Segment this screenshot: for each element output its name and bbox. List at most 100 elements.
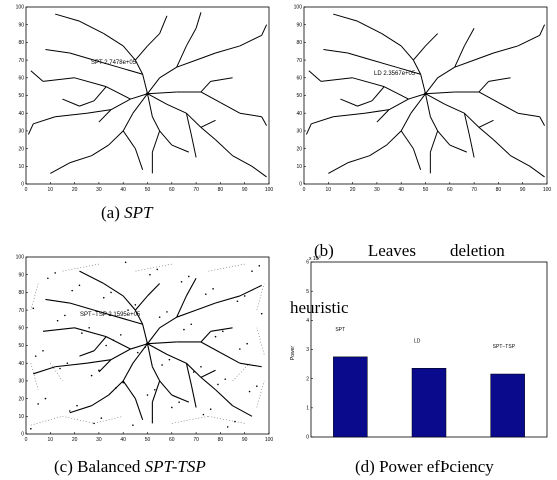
tree-edge <box>454 45 465 68</box>
tree-edge <box>33 116 56 125</box>
tree-edge <box>510 155 531 167</box>
tree-edge <box>45 298 70 304</box>
tree-edge <box>142 324 149 344</box>
tree-edge <box>142 74 148 94</box>
y-tick-label: 30 <box>296 129 302 135</box>
tree-edge <box>369 144 387 157</box>
tree-edge <box>190 384 197 408</box>
tree-edge <box>529 165 545 178</box>
node-dot <box>93 422 95 425</box>
tree-edge <box>376 109 390 123</box>
tree-edge <box>134 45 148 61</box>
tree-edge <box>69 155 92 164</box>
tree-edge <box>86 109 112 114</box>
tree-edge <box>251 165 267 178</box>
tree-edge <box>176 295 187 318</box>
tree-edge <box>388 98 409 111</box>
y-tick-label: 4 <box>306 318 309 324</box>
tsp-edge <box>30 416 63 426</box>
tree-edge <box>464 112 480 128</box>
x-tick-label: 90 <box>520 187 526 193</box>
tree-edge <box>69 52 95 61</box>
node-dot <box>200 365 202 368</box>
tree-edge <box>239 34 262 47</box>
node-dot <box>88 327 90 329</box>
tree-edge <box>134 295 148 311</box>
tree-edge <box>118 66 143 75</box>
tree-edge <box>323 48 348 54</box>
node-dot <box>146 394 149 396</box>
x-tick-label: 60 <box>169 187 175 193</box>
tree-edge <box>98 359 112 373</box>
node-dot <box>153 388 156 391</box>
y-tick-label: 3 <box>306 347 309 353</box>
tree-edge <box>412 59 422 75</box>
caption-b-line1: (b) Leaves deletion <box>314 241 505 260</box>
tree-edge <box>412 45 426 61</box>
tree-edge <box>171 394 190 403</box>
node-dot <box>161 364 163 366</box>
tree-edge <box>371 59 397 68</box>
node-dot <box>112 339 115 341</box>
tree-edge <box>74 327 107 338</box>
tree-edge <box>147 343 168 355</box>
x-tick-label: 30 <box>374 187 380 193</box>
tsp-edge <box>30 363 39 390</box>
x-tick-label: 100 <box>543 187 552 193</box>
tree-edge <box>79 270 105 285</box>
node-dot <box>34 355 37 357</box>
y-tick-label: 60 <box>18 326 24 332</box>
tree-edge <box>408 93 426 100</box>
chart-a-edges <box>27 12 268 178</box>
node-dot <box>127 309 129 311</box>
node-dot <box>64 314 66 317</box>
chart-b-yticks: 0 10 20 30 40 50 60 70 80 90 100 <box>294 5 306 188</box>
tree-edge <box>30 70 44 82</box>
tree-edge <box>42 327 75 332</box>
tree-edge <box>134 398 144 421</box>
tree-edge <box>118 316 143 325</box>
tree-edge <box>333 112 365 118</box>
tree-edge <box>200 330 212 343</box>
tree-edge <box>200 119 216 128</box>
tree-edge <box>166 353 187 364</box>
tree-edge <box>498 102 519 114</box>
tree-edge <box>166 103 187 114</box>
node-dot <box>76 404 78 407</box>
x-tick-label: 40 <box>120 437 126 443</box>
node-dot <box>71 289 73 292</box>
tree-edge <box>159 316 177 329</box>
chart-a-dots <box>146 92 149 96</box>
y-tick-label: 20 <box>296 146 302 152</box>
y-tick-label: 60 <box>296 76 302 82</box>
x-tick-label: 80 <box>496 187 502 193</box>
tree-edge <box>151 130 161 153</box>
node-dot <box>239 348 241 350</box>
tree-edge <box>79 20 104 34</box>
node-dot <box>56 319 59 322</box>
tree-edge <box>134 59 144 75</box>
tree-edge <box>132 93 148 114</box>
chart-c-xticks: 0 10 20 30 40 50 60 70 80 90 100 <box>25 432 273 443</box>
tree-edge <box>357 20 382 34</box>
chart-b-xticks: 0 10 20 30 40 50 60 70 80 90 100 <box>303 182 552 193</box>
node-dot <box>226 426 229 428</box>
bar-label: SPT <box>335 327 345 333</box>
bar <box>411 368 447 438</box>
tree-edge <box>42 77 75 82</box>
caption-d: (d) Power efÞciency <box>355 457 494 476</box>
y-tick-label: 10 <box>18 414 24 420</box>
y-tick-label: 6 <box>306 260 309 266</box>
tsp-edge <box>256 327 265 355</box>
chart-c-annotation: SPT−TSP 2.1595e+05 <box>80 312 141 318</box>
node-dot <box>190 323 193 326</box>
tree-edge <box>311 116 334 125</box>
tree-edge <box>176 45 187 68</box>
y-tick-label: 30 <box>18 379 24 385</box>
tree-edge <box>159 66 177 79</box>
tree-edge <box>105 336 131 350</box>
tree-edge <box>108 130 124 146</box>
tree-edge <box>425 93 431 117</box>
node-dot <box>44 397 47 400</box>
node-dot <box>122 381 124 384</box>
